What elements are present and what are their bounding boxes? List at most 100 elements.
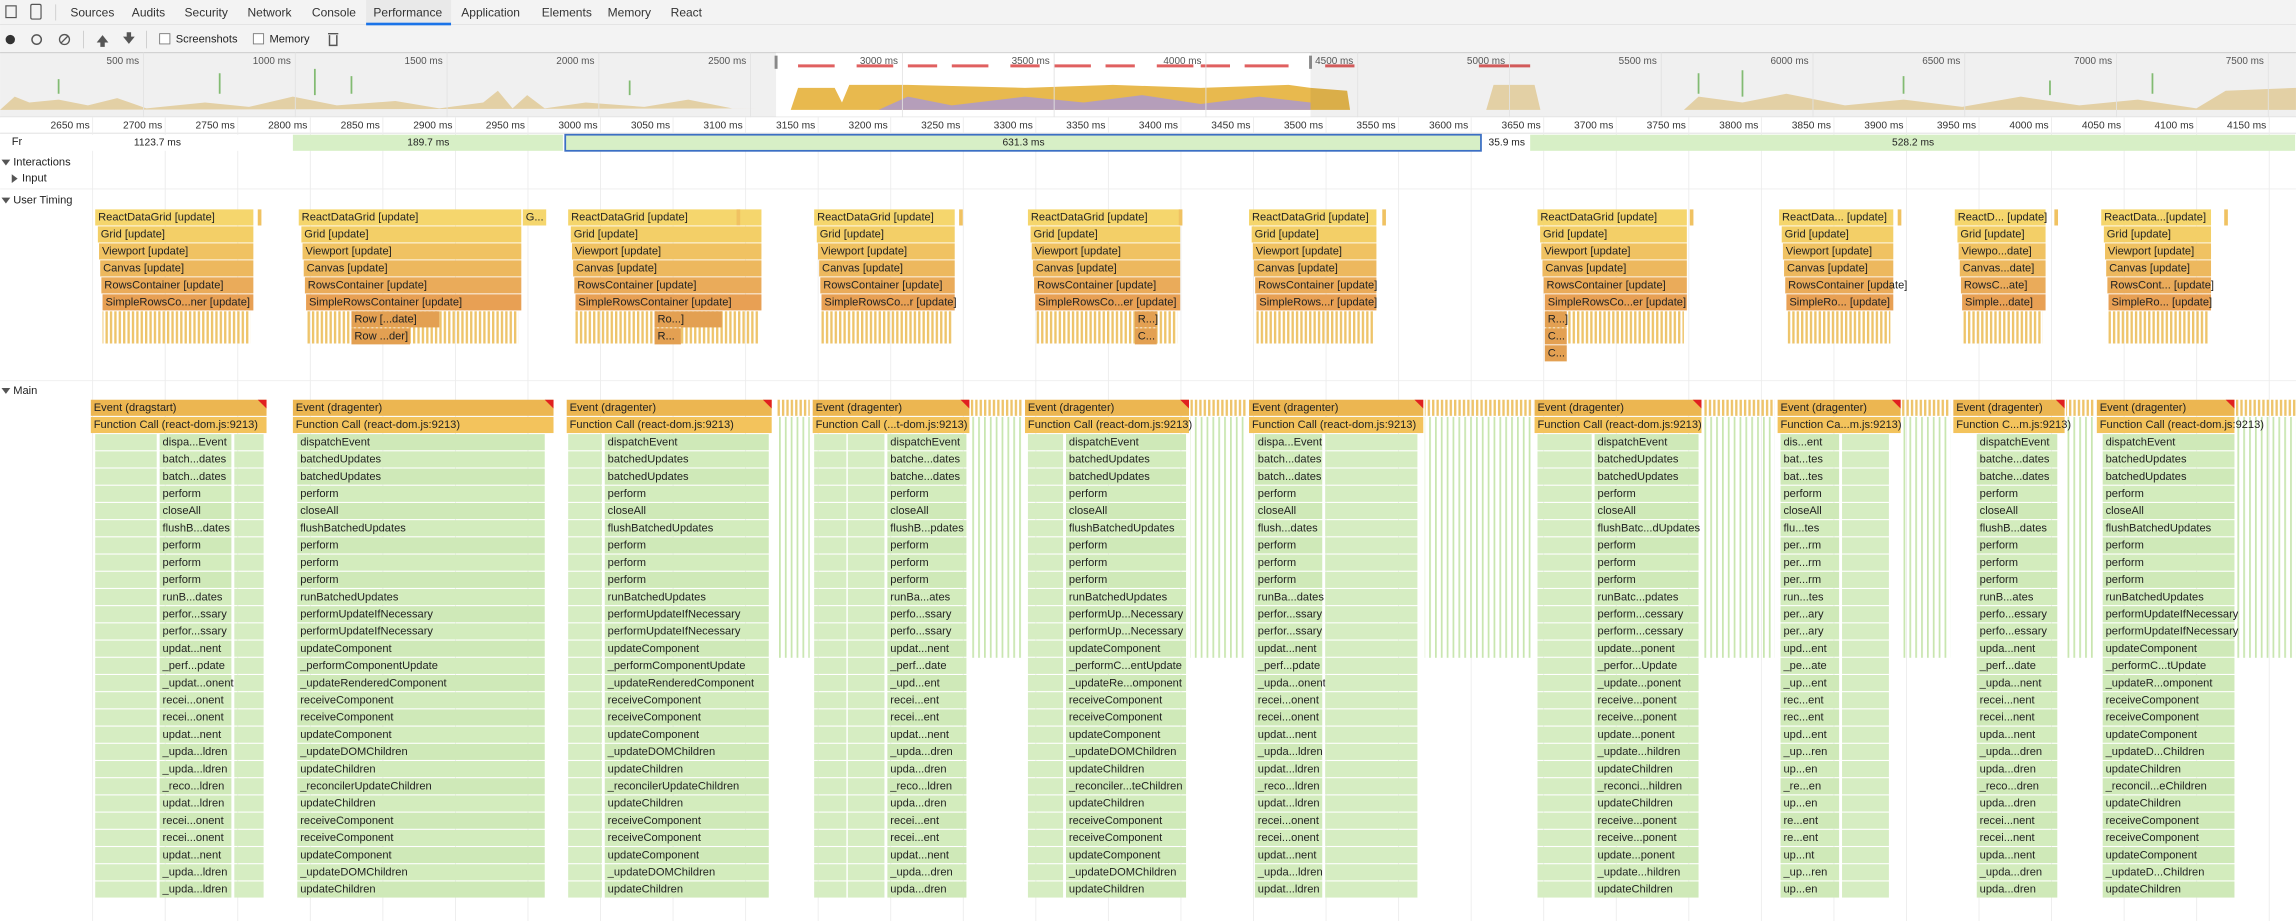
stack-block[interactable] — [95, 468, 157, 485]
stack-block[interactable] — [95, 847, 157, 864]
stack-block[interactable] — [234, 554, 264, 571]
stack-block[interactable] — [159, 847, 232, 864]
stack-block[interactable] — [1537, 829, 1592, 846]
stack-block[interactable] — [2102, 640, 2235, 657]
stack-block[interactable] — [1976, 537, 2058, 554]
stack-block[interactable] — [1780, 709, 1840, 726]
stack-block[interactable] — [568, 864, 602, 881]
stack-block[interactable] — [1066, 485, 1187, 502]
stack-block[interactable] — [1594, 434, 1699, 451]
stack-block[interactable] — [1842, 468, 1889, 485]
expand-toggle[interactable] — [1, 159, 11, 166]
stack-block[interactable] — [297, 829, 545, 846]
user-timing-block[interactable] — [1134, 328, 1157, 345]
stack-block[interactable] — [1027, 554, 1064, 571]
user-timing-block[interactable] — [1542, 260, 1687, 277]
stack-block[interactable] — [1254, 623, 1323, 640]
stack-block[interactable] — [847, 623, 885, 640]
record-button[interactable] — [5, 34, 15, 45]
user-timing-block[interactable] — [1256, 294, 1377, 311]
stack-block[interactable] — [604, 502, 769, 520]
stack-block[interactable] — [234, 778, 264, 795]
user-timing-block[interactable] — [100, 260, 254, 277]
stack-block[interactable] — [1594, 640, 1699, 657]
stack-block[interactable] — [159, 451, 232, 468]
device-icon[interactable] — [30, 3, 42, 20]
screenshots-checkbox[interactable] — [159, 33, 171, 45]
stack-block[interactable] — [847, 881, 885, 898]
stack-block[interactable] — [568, 434, 602, 451]
stack-block[interactable] — [1594, 451, 1699, 468]
stack-block[interactable] — [2102, 864, 2235, 881]
stack-block[interactable] — [887, 864, 967, 881]
stack-block[interactable] — [1780, 554, 1840, 571]
stack-block[interactable] — [1842, 829, 1889, 846]
stack-block[interactable] — [95, 743, 157, 760]
stack-block[interactable] — [568, 537, 602, 554]
stack-block[interactable] — [847, 502, 885, 520]
stack-block[interactable] — [1254, 434, 1323, 451]
stack-block[interactable] — [604, 485, 769, 502]
stack-block[interactable] — [604, 451, 769, 468]
stack-block[interactable] — [1066, 675, 1187, 692]
stack-block[interactable] — [297, 434, 545, 451]
stack-block[interactable] — [1537, 709, 1592, 726]
stack-block[interactable] — [604, 675, 769, 692]
stack-block[interactable] — [568, 795, 602, 812]
stack-block[interactable] — [1325, 451, 1418, 468]
user-timing-block[interactable] — [821, 294, 955, 311]
stack-block[interactable] — [568, 847, 602, 864]
stack-block[interactable] — [1537, 881, 1592, 898]
stack-block[interactable] — [604, 829, 769, 846]
stack-block[interactable] — [1780, 795, 1840, 812]
stack-block[interactable] — [1842, 434, 1889, 451]
stack-block[interactable] — [814, 709, 847, 726]
stack-block[interactable] — [1027, 657, 1064, 674]
stack-block[interactable] — [1027, 571, 1064, 588]
stack-block[interactable] — [159, 434, 232, 451]
tab[interactable]: Console — [312, 5, 356, 19]
stack-block[interactable] — [1842, 864, 1889, 881]
stack-block[interactable] — [1066, 451, 1187, 468]
stack-block[interactable] — [604, 571, 769, 588]
stack-block[interactable] — [1594, 606, 1699, 623]
stack-block[interactable] — [1594, 881, 1699, 898]
stack-block[interactable] — [604, 709, 769, 726]
stack-block[interactable] — [1325, 554, 1418, 571]
stack-block[interactable] — [1976, 778, 2058, 795]
stack-block[interactable] — [1842, 520, 1889, 537]
stack-block[interactable] — [1066, 623, 1187, 640]
stack-block[interactable] — [1027, 812, 1064, 829]
user-timing-block[interactable] — [817, 243, 955, 260]
stack-block[interactable] — [297, 537, 545, 554]
stack-block[interactable] — [887, 812, 967, 829]
user-timing-block[interactable] — [1537, 209, 1687, 226]
stack-block[interactable] — [1842, 709, 1889, 726]
stack-block[interactable] — [297, 606, 545, 623]
stack-block[interactable] — [1027, 761, 1064, 778]
stack-block[interactable] — [1537, 451, 1592, 468]
stack-block[interactable] — [1537, 795, 1592, 812]
stack-block[interactable] — [234, 829, 264, 846]
stack-block[interactable] — [1976, 675, 2058, 692]
stack-block[interactable] — [887, 657, 967, 674]
stack-block[interactable] — [1842, 657, 1889, 674]
stack-block[interactable] — [95, 588, 157, 606]
stack-block[interactable] — [1254, 675, 1323, 692]
stack-block[interactable] — [1842, 675, 1889, 692]
stack-block[interactable] — [1976, 864, 2058, 881]
stack-block[interactable] — [1594, 468, 1699, 485]
stack-block[interactable] — [847, 520, 885, 537]
inspect-icon[interactable] — [5, 5, 17, 19]
stack-block[interactable] — [1780, 606, 1840, 623]
stack-block[interactable] — [1842, 588, 1889, 606]
stack-block[interactable] — [847, 795, 885, 812]
stack-block[interactable] — [1066, 571, 1187, 588]
stack-block[interactable] — [1842, 485, 1889, 502]
user-timing-block[interactable] — [1784, 260, 1894, 277]
stack-block[interactable] — [234, 606, 264, 623]
stack-block[interactable] — [814, 434, 847, 451]
user-timing-block[interactable] — [303, 260, 522, 277]
stack-block[interactable] — [1066, 829, 1187, 846]
stack-block[interactable] — [234, 761, 264, 778]
